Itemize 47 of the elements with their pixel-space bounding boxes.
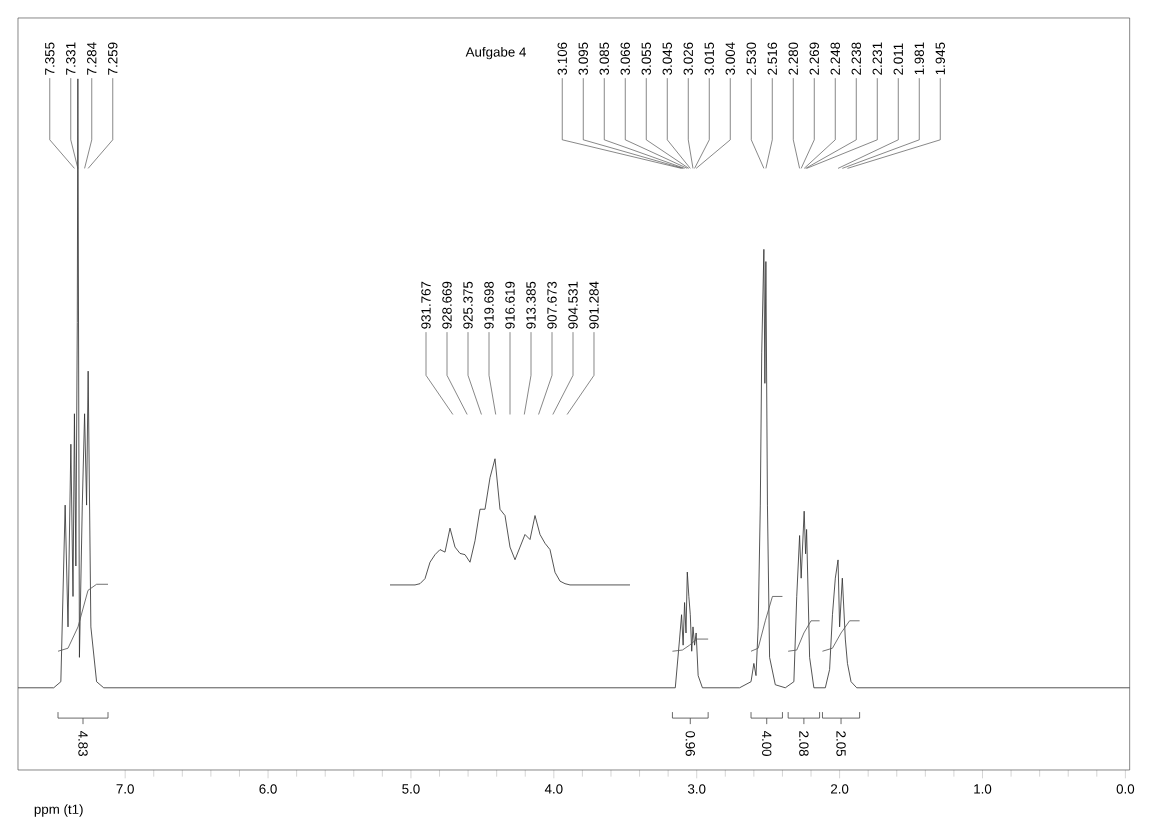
x-tick-label: 7.0 <box>116 784 134 794</box>
annotation: 2.280 <box>788 42 798 75</box>
text: 2.05 <box>836 731 846 757</box>
x-tick-label: 0.0 <box>1116 784 1135 794</box>
annotation: 2.248 <box>830 42 840 75</box>
annotation: 907.673 <box>547 281 557 329</box>
annotation: 2.530 <box>746 42 756 75</box>
annotation: 3.004 <box>725 42 735 75</box>
x-tick-label: 1.0 <box>974 784 992 794</box>
annotation: 3.045 <box>662 42 672 75</box>
annotation: 2.011 <box>893 43 903 75</box>
annotation: 2.231 <box>872 42 882 75</box>
x-tick-label: 6.0 <box>259 784 277 794</box>
annotation: 913.385 <box>526 281 536 329</box>
annotation: 1.981 <box>914 42 924 75</box>
text: 0.96 <box>685 731 695 756</box>
x-tick-label: 5.0 <box>402 784 420 794</box>
annotation: 7.284 <box>87 42 97 75</box>
x-tick-label: 4.0 <box>544 784 563 794</box>
annotation: 3.095 <box>578 42 588 75</box>
annotation: 2.269 <box>809 42 819 75</box>
annotation: 7.259 <box>108 42 118 75</box>
x-tick-label: 3.0 <box>687 784 706 794</box>
annotation: 1.945 <box>935 42 945 75</box>
chart-title: Aufgabe 4 <box>465 46 526 60</box>
annotation: 904.531 <box>568 281 578 329</box>
annotation: 2.516 <box>767 42 777 75</box>
annotation: 919.698 <box>484 281 494 329</box>
annotation: 925.375 <box>463 281 473 329</box>
annotation: 901.284 <box>589 281 599 329</box>
annotation: 916.619 <box>505 281 515 329</box>
annotation: 3.055 <box>641 42 651 75</box>
annotation: 3.066 <box>620 42 630 75</box>
annotation: 928.669 <box>442 281 452 329</box>
annotation: 931.767 <box>421 281 431 329</box>
annotation: 3.106 <box>557 42 567 75</box>
annotation: 2.238 <box>851 42 861 75</box>
text: 2.08 <box>799 731 809 756</box>
annotation: 3.085 <box>599 42 609 75</box>
annotation: 3.015 <box>704 42 714 75</box>
annotation: 3.026 <box>683 42 693 75</box>
annotation: 7.331 <box>66 42 76 75</box>
text: 4.00 <box>762 730 772 757</box>
x-tick-label: 2.0 <box>831 784 849 794</box>
annotation: 7.355 <box>45 42 55 75</box>
text: 4.83 <box>78 730 88 756</box>
x-axis-title: ppm (t1) <box>34 804 83 817</box>
